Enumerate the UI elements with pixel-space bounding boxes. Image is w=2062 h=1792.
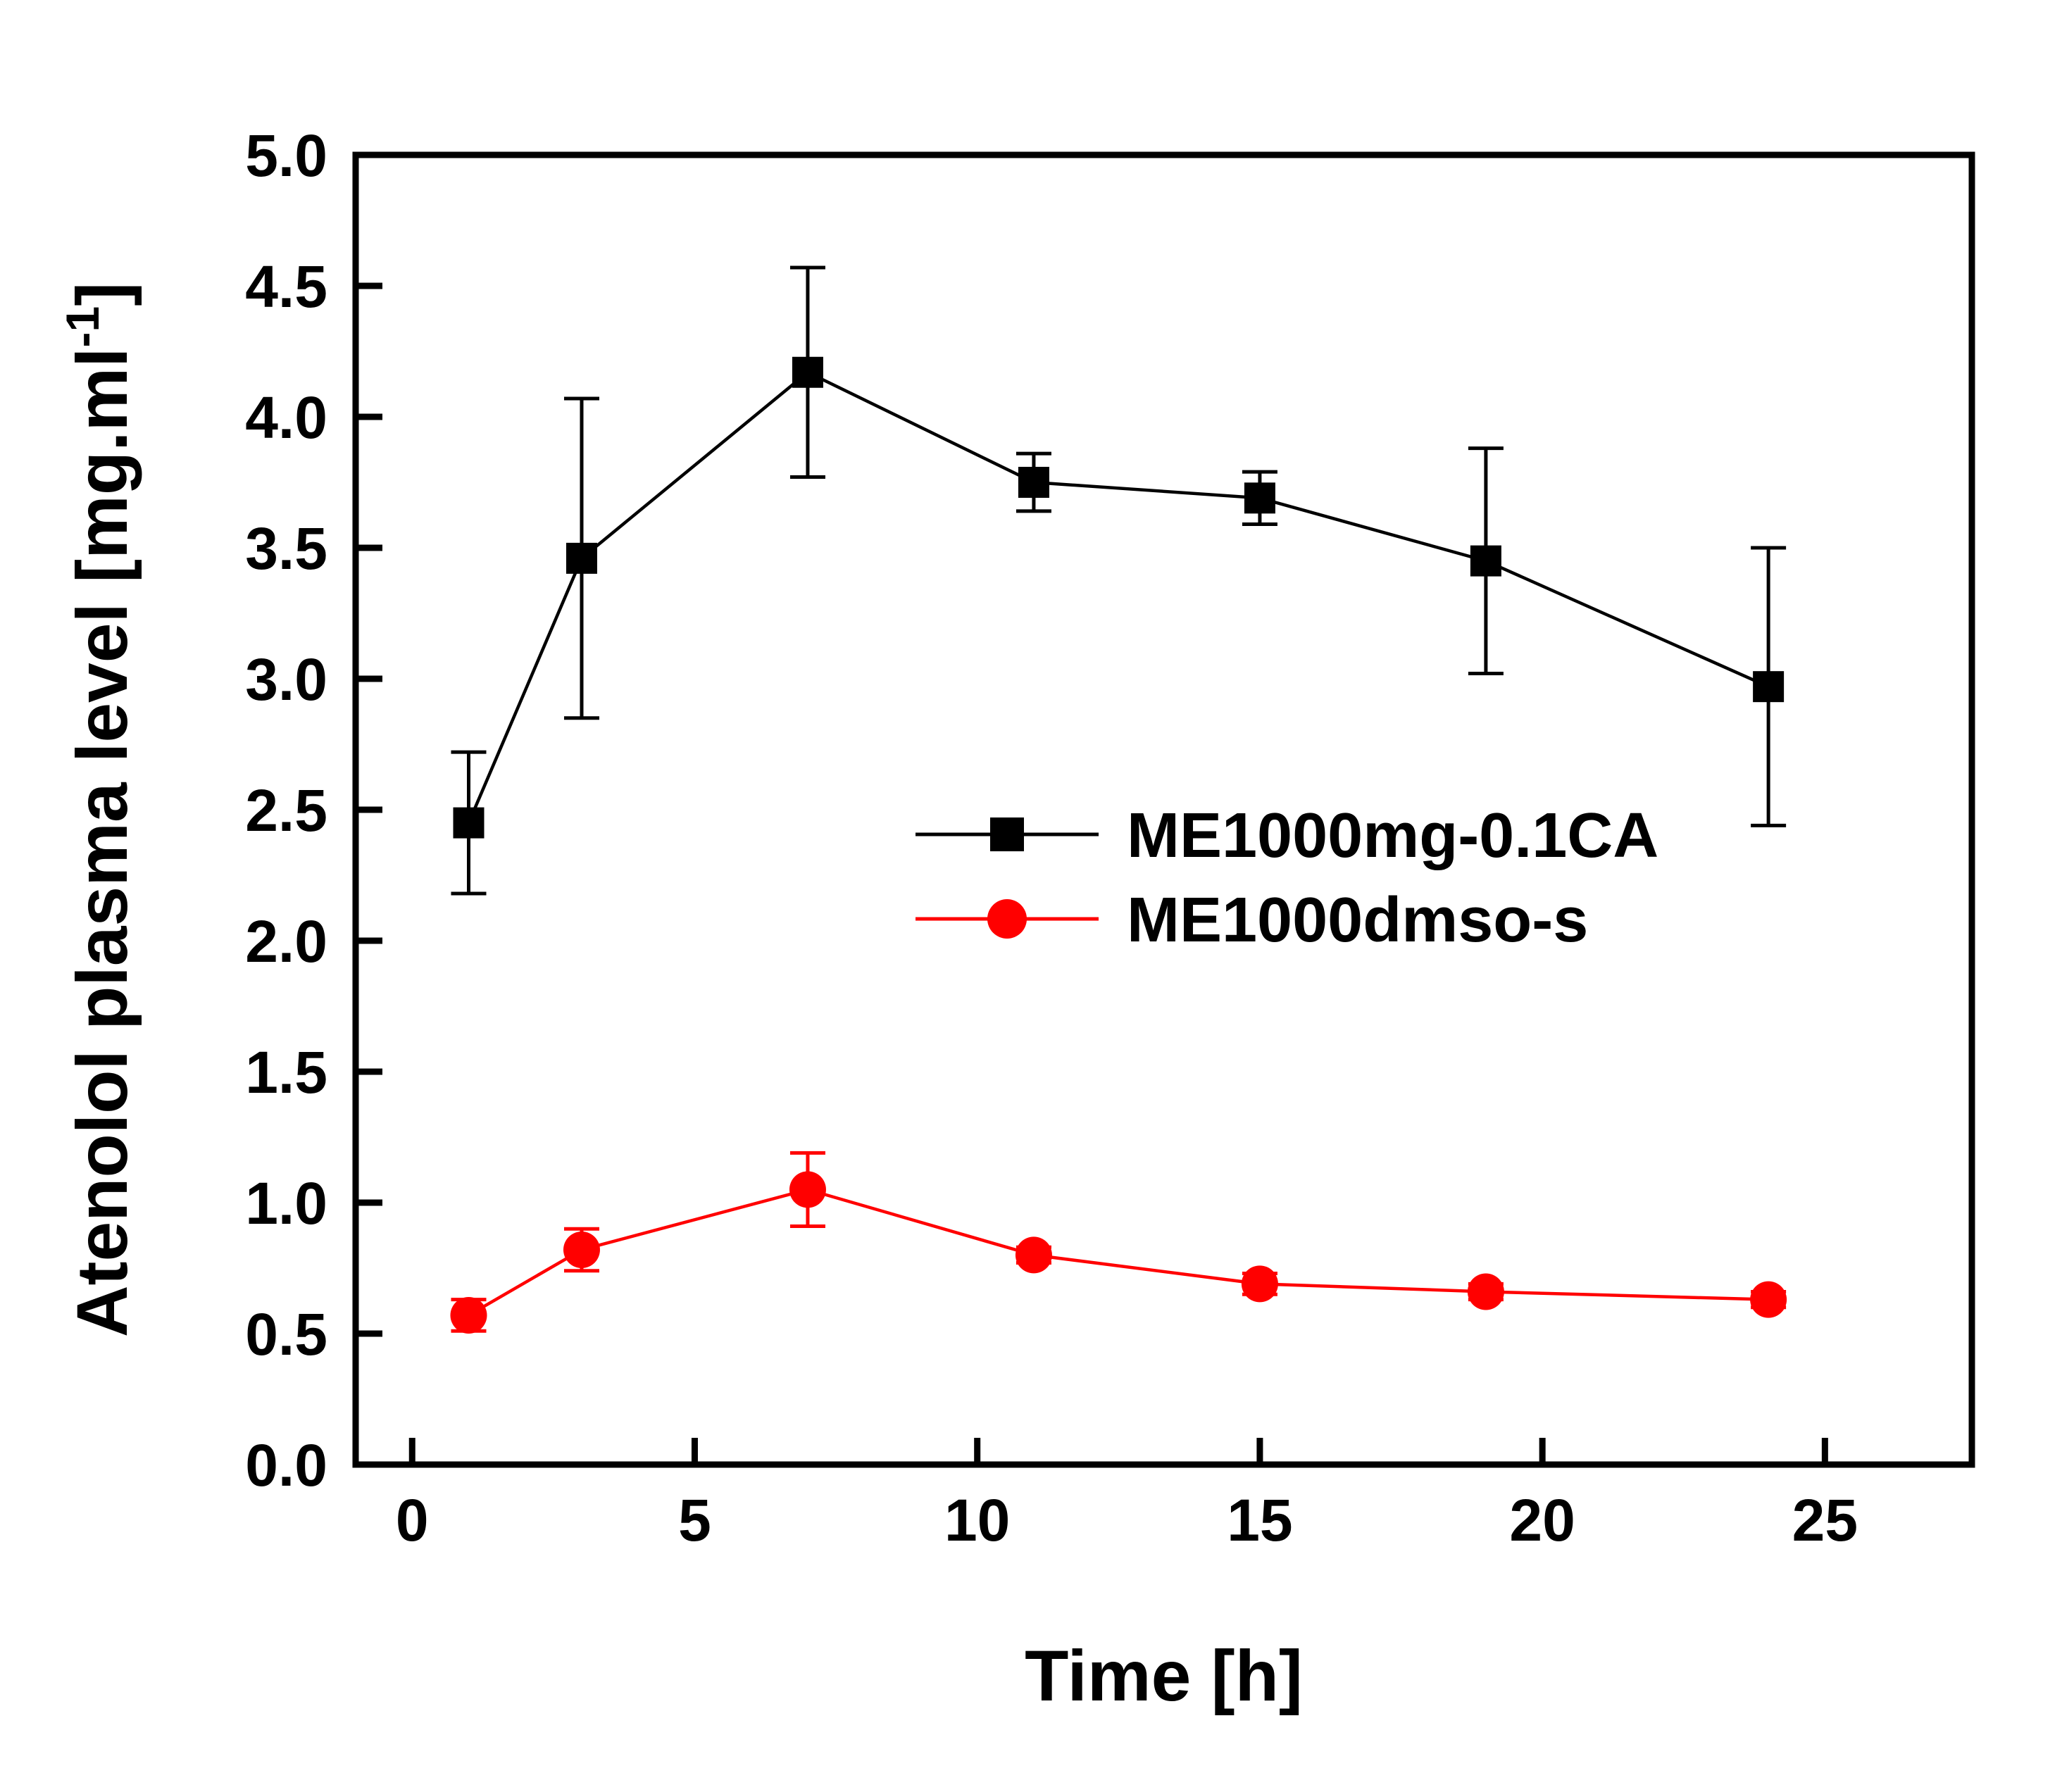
legend-label: ME1000mg-0.1CA	[1127, 801, 1658, 871]
series-me1000mg-0.1ca	[451, 265, 1787, 896]
data-point-marker	[1018, 467, 1049, 498]
data-point-marker	[453, 807, 485, 839]
data-point-marker	[566, 542, 597, 574]
data-point-marker	[1470, 545, 1501, 577]
legend: ME1000mg-0.1CA ME1000dmso-s	[916, 801, 1658, 955]
y-tick-label: 4.0	[245, 384, 327, 451]
x-tick-label: 25	[1792, 1487, 1858, 1553]
y-axis-title: Atenolol plasma level [mg.ml-1]	[56, 282, 142, 1337]
data-point-marker	[1750, 1281, 1787, 1318]
x-tick-label: 20	[1509, 1487, 1575, 1553]
legend-item: ME1000mg-0.1CA	[916, 801, 1658, 871]
y-tick-label: 2.0	[245, 908, 327, 975]
x-tick-label: 15	[1227, 1487, 1292, 1553]
y-tick-label: 4.5	[245, 253, 327, 320]
legend-item: ME1000dmso-s	[916, 885, 1588, 955]
data-point-marker	[789, 1171, 826, 1208]
y-tick-label: 0.5	[245, 1301, 327, 1367]
y-tick-label: 1.0	[245, 1170, 327, 1236]
data-point-marker	[1753, 671, 1785, 703]
x-axis-title: Time [h]	[1025, 1636, 1303, 1716]
data-point-marker	[1467, 1273, 1504, 1310]
series-me1000dmso-s	[450, 1151, 1787, 1334]
legend-marker-square	[990, 817, 1024, 851]
data-point-marker	[1244, 482, 1275, 514]
x-tick-label: 5	[678, 1487, 711, 1553]
data-point-marker	[450, 1296, 487, 1334]
y-tick-label: 0.0	[245, 1432, 327, 1498]
y-tick-label: 3.0	[245, 646, 327, 713]
y-tick-label: 3.5	[245, 515, 327, 582]
data-point-marker	[792, 356, 823, 388]
y-tick-label: 2.5	[245, 777, 327, 844]
legend-marker-circle	[987, 899, 1027, 939]
y-tick-label: 5.0	[245, 123, 327, 189]
legend-label: ME1000dmso-s	[1127, 885, 1588, 955]
x-tick-label: 0	[396, 1487, 429, 1553]
y-tick-label: 1.5	[245, 1039, 327, 1105]
data-point-marker	[1015, 1236, 1052, 1274]
x-tick-label: 10	[944, 1487, 1010, 1553]
data-point-marker	[563, 1231, 600, 1268]
data-point-marker	[1241, 1265, 1278, 1303]
